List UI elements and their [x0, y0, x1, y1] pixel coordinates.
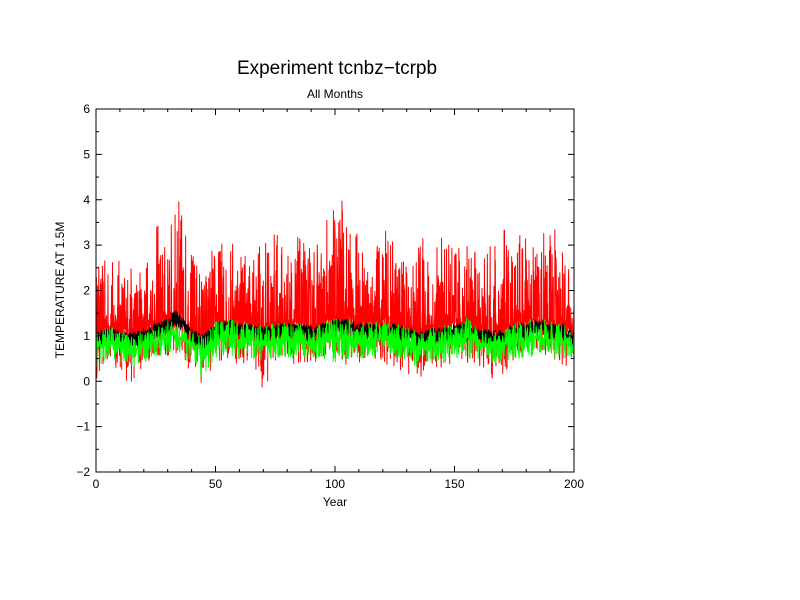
series-line-3	[95, 317, 575, 377]
y-tick-label: 5	[83, 147, 90, 161]
chart-subtitle: All Months	[307, 87, 363, 101]
y-axis-label: TEMPERATURE AT 1.5M	[53, 222, 67, 359]
series-layer	[95, 200, 575, 388]
x-tick-label: 200	[564, 477, 584, 491]
x-axis-label: Year	[323, 495, 347, 509]
y-tick-label: 6	[83, 102, 90, 116]
x-tick-label: 100	[325, 477, 345, 491]
plot-area: 0 50 100 150 200 −2 −1 0 1 2 3 4 5 6	[76, 102, 584, 491]
y-tick-label: 3	[83, 238, 90, 252]
y-tick-label: 4	[83, 193, 90, 207]
y-tick-label: 2	[83, 284, 90, 298]
ticks-layer: 0 50 100 150 200 −2 −1 0 1 2 3 4 5 6	[76, 102, 584, 491]
y-tick-label: 0	[83, 374, 90, 388]
x-tick-label: 0	[93, 477, 100, 491]
chart-title: Experiment tcnbz−tcrpb	[237, 58, 437, 79]
x-tick-label: 150	[444, 477, 464, 491]
y-tick-label: −1	[76, 420, 90, 434]
y-tick-label: 1	[83, 329, 90, 343]
x-tick-label: 50	[209, 477, 223, 491]
y-tick-label: −2	[76, 465, 90, 479]
